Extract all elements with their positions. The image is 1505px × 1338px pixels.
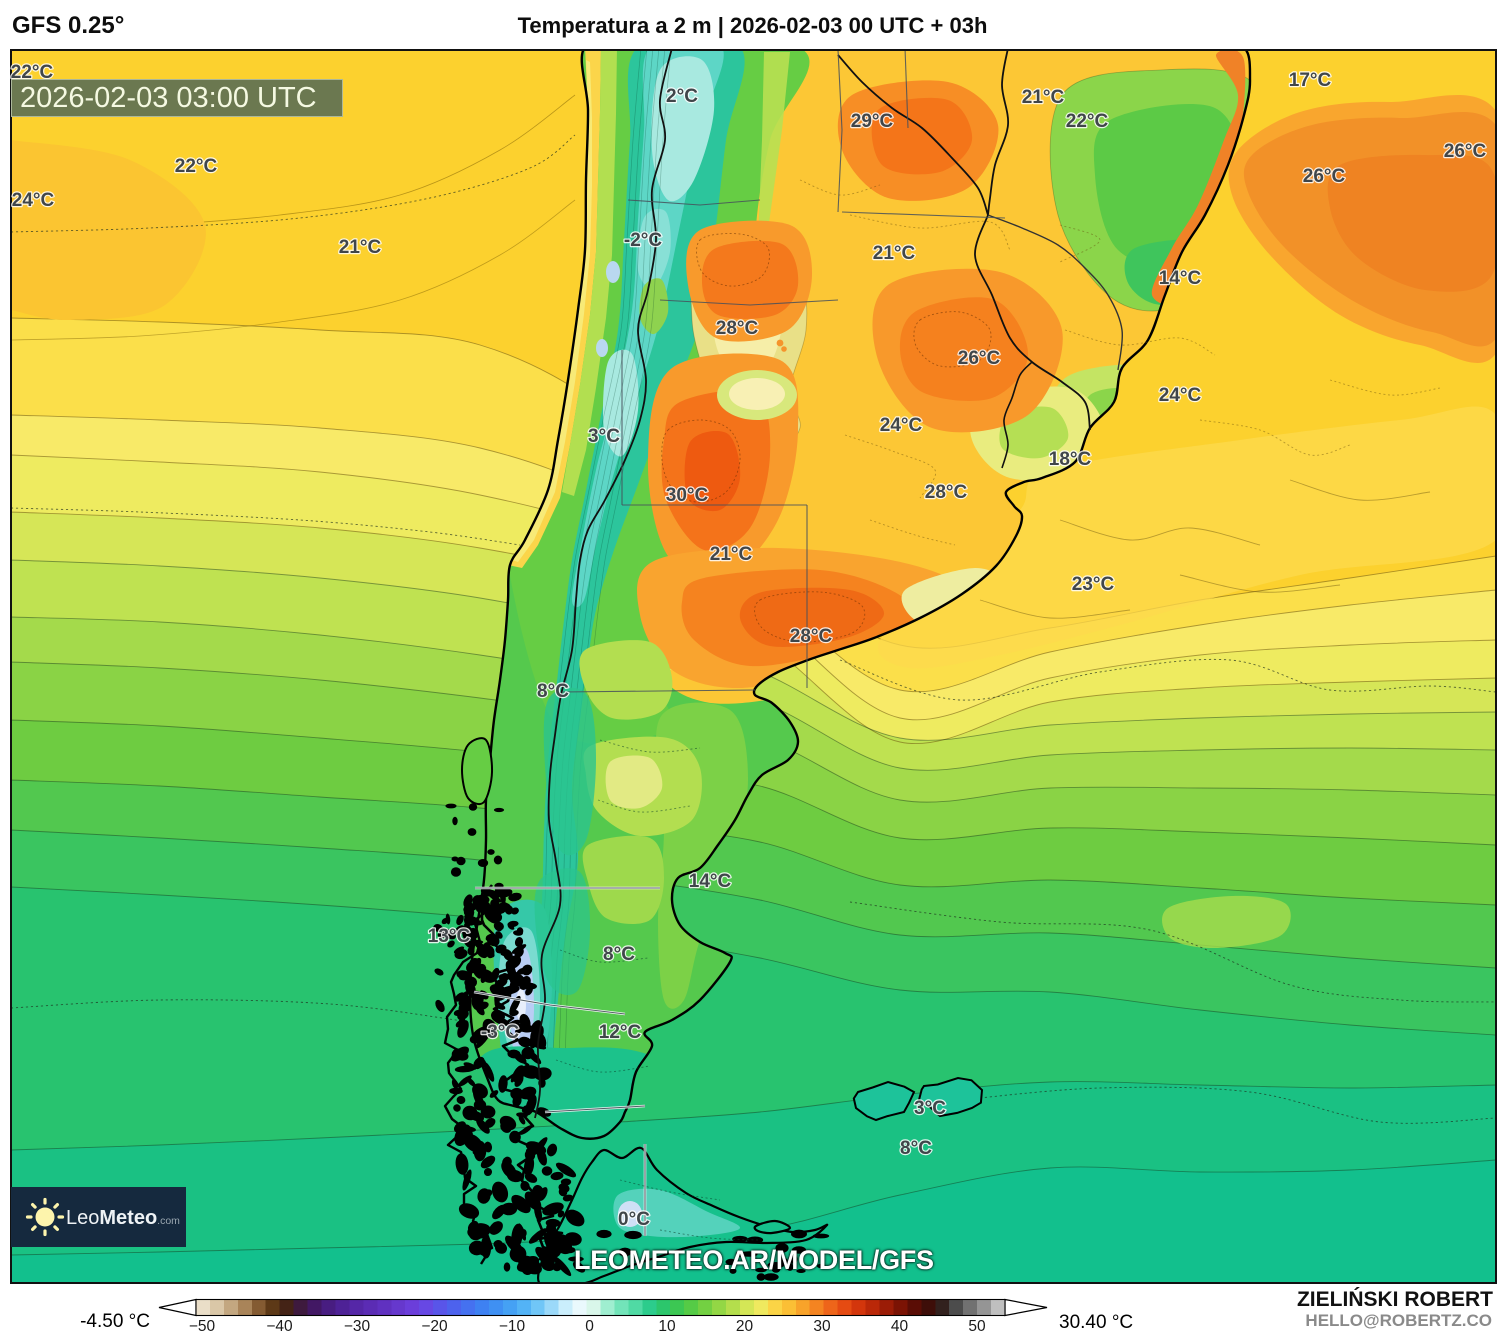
svg-text:40: 40: [891, 1318, 909, 1335]
svg-text:−30: −30: [344, 1318, 371, 1335]
svg-text:30°C: 30°C: [666, 485, 709, 506]
svg-text:26°C: 26°C: [958, 348, 1001, 369]
svg-text:21°C: 21°C: [873, 243, 916, 264]
svg-text:2°C: 2°C: [666, 86, 698, 107]
svg-text:13°C: 13°C: [428, 926, 471, 947]
svg-text:24°C: 24°C: [880, 415, 923, 436]
svg-text:30.40 °C: 30.40 °C: [1059, 1312, 1133, 1333]
svg-text:21°C: 21°C: [1022, 87, 1065, 108]
svg-text:3°C: 3°C: [914, 1098, 946, 1119]
svg-text:23°C: 23°C: [1072, 574, 1115, 595]
svg-text:−10: −10: [499, 1318, 526, 1335]
svg-text:22°C: 22°C: [1066, 111, 1109, 132]
svg-text:26°C: 26°C: [1444, 141, 1487, 162]
svg-text:8°C: 8°C: [537, 681, 569, 702]
svg-text:28°C: 28°C: [716, 318, 759, 339]
svg-text:3°C: 3°C: [588, 426, 620, 447]
svg-text:50: 50: [968, 1318, 986, 1335]
svg-text:8°C: 8°C: [603, 944, 635, 965]
svg-text:26°C: 26°C: [1303, 166, 1346, 187]
svg-text:24°C: 24°C: [12, 190, 55, 211]
svg-text:29°C: 29°C: [851, 111, 894, 132]
svg-text:-4.50 °C: -4.50 °C: [80, 1311, 150, 1332]
svg-text:21°C: 21°C: [339, 237, 382, 258]
svg-text:LeoMeteo.com: LeoMeteo.com: [66, 1207, 180, 1229]
svg-text:22°C: 22°C: [11, 62, 54, 83]
svg-text:8°C: 8°C: [900, 1138, 932, 1159]
svg-text:−20: −20: [421, 1318, 448, 1335]
svg-text:21°C: 21°C: [710, 544, 753, 565]
svg-text:14°C: 14°C: [689, 871, 732, 892]
svg-text:28°C: 28°C: [925, 482, 968, 503]
svg-text:22°C: 22°C: [175, 156, 218, 177]
svg-text:−50: −50: [189, 1318, 216, 1335]
svg-text:28°C: 28°C: [790, 626, 833, 647]
svg-text:14°C: 14°C: [1159, 268, 1202, 289]
svg-text:24°C: 24°C: [1159, 385, 1202, 406]
svg-text:-3°C: -3°C: [481, 1022, 519, 1043]
svg-text:30: 30: [813, 1318, 831, 1335]
svg-text:0°C: 0°C: [618, 1209, 650, 1230]
svg-text:−40: −40: [266, 1318, 293, 1335]
svg-text:0: 0: [585, 1318, 594, 1335]
svg-text:20: 20: [736, 1318, 754, 1335]
svg-text:17°C: 17°C: [1289, 70, 1332, 91]
svg-text:10: 10: [658, 1318, 676, 1335]
svg-text:12°C: 12°C: [599, 1022, 642, 1043]
svg-text:-2°C: -2°C: [624, 230, 662, 251]
svg-text:18°C: 18°C: [1049, 449, 1092, 470]
